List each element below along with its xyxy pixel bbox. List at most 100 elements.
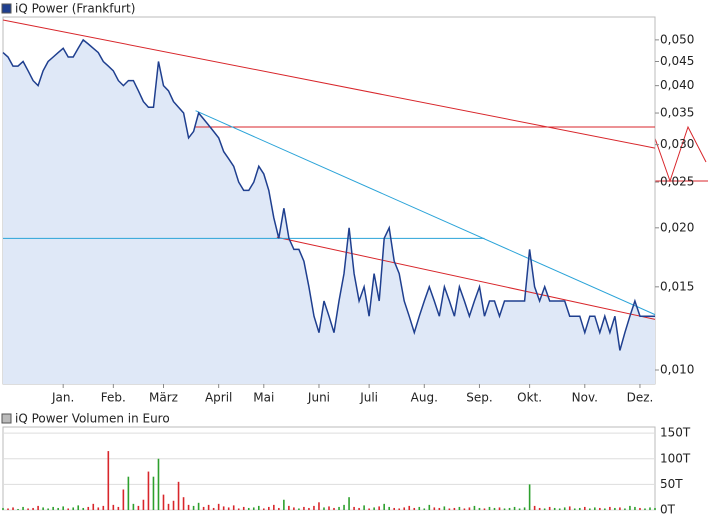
- volume-bar: [463, 508, 466, 510]
- volume-bar: [654, 507, 656, 510]
- volume-bar: [363, 505, 365, 510]
- volume-bar: [42, 507, 44, 510]
- volume-bar: [293, 507, 295, 510]
- volume-bar: [288, 505, 290, 510]
- volume-bar: [599, 507, 601, 510]
- volume-bar: [488, 506, 491, 510]
- volume-bar: [348, 497, 350, 510]
- volume-bar: [373, 507, 375, 510]
- volume-bar: [393, 507, 395, 510]
- volume-bar: [528, 484, 531, 510]
- volume-bar: [227, 507, 230, 510]
- legend-label: iQ Power (Frankfurt): [15, 2, 135, 16]
- volume-bar: [67, 508, 69, 510]
- volume-bar: [624, 508, 626, 510]
- volume-bar: [308, 507, 310, 510]
- x-tick-label: Dez.: [627, 391, 654, 405]
- price-line: [2, 38, 655, 351]
- volume-bar: [157, 458, 160, 510]
- volume-bar: [533, 505, 536, 510]
- volume-bar: [458, 506, 461, 510]
- volume-bar: [498, 507, 501, 510]
- volume-bar: [27, 508, 29, 510]
- volume-bar: [107, 451, 110, 510]
- volume-bar: [82, 507, 85, 510]
- y-tick-label: 0,025: [660, 175, 694, 189]
- volume-bar: [252, 507, 255, 510]
- volume-bar: [328, 506, 330, 510]
- y-tick-label: 0,045: [660, 54, 694, 68]
- x-tick-label: April: [205, 391, 232, 405]
- volume-bar: [433, 507, 436, 510]
- volume-bar: [17, 508, 19, 510]
- volume-bar: [563, 507, 566, 510]
- volume-bar: [278, 507, 280, 510]
- x-tick-label: Nov.: [572, 391, 598, 405]
- volume-bar: [142, 499, 145, 510]
- volume-bar: [152, 476, 155, 510]
- volume-bar: [52, 506, 54, 510]
- volume-bar: [518, 508, 521, 510]
- volume-bar: [453, 507, 456, 510]
- volume-bar: [413, 507, 416, 510]
- volume-bar: [298, 508, 300, 510]
- y-tick-label: 0,040: [660, 78, 694, 92]
- volume-bar: [257, 505, 260, 510]
- volume-bar: [263, 508, 265, 510]
- volume-bar: [172, 500, 175, 510]
- volume-bar: [2, 507, 4, 510]
- volume-bar: [187, 504, 190, 510]
- trend-line: [276, 236, 656, 320]
- volume-bar: [7, 508, 9, 510]
- volume-bar: [343, 504, 345, 510]
- trend-line: [195, 110, 656, 316]
- volume-bar: [127, 476, 130, 510]
- volume-bar: [112, 504, 115, 510]
- volume-bar: [614, 507, 616, 510]
- volume-bar: [283, 499, 285, 510]
- volume-bar: [57, 507, 59, 510]
- volume-bar: [573, 508, 576, 510]
- volume-bar: [318, 502, 320, 510]
- legend-swatch: [1, 413, 12, 424]
- x-tick-label: Feb.: [101, 391, 126, 405]
- volume-bar: [513, 506, 516, 510]
- volume-bar: [368, 508, 370, 510]
- y-tick-label: 0,010: [660, 362, 694, 376]
- volume-bar: [418, 506, 421, 510]
- x-tick-label: Juli: [359, 391, 378, 405]
- volume-bar: [634, 506, 636, 510]
- volume-bar: [212, 507, 215, 510]
- y-tick-label: 50T: [660, 477, 683, 491]
- volume-bar: [353, 506, 355, 510]
- volume-bar: [268, 506, 270, 510]
- volume-bar: [97, 507, 100, 510]
- volume-bar: [644, 508, 646, 510]
- x-tick-label: Sep.: [466, 391, 492, 405]
- volume-bar: [273, 504, 275, 510]
- volume-bar: [12, 507, 14, 510]
- volume-bar: [408, 505, 411, 510]
- volume-bar: [583, 506, 586, 510]
- volume-bar: [323, 507, 325, 510]
- volume-bar: [378, 506, 380, 510]
- volume-bar: [594, 507, 596, 510]
- volume-bar: [503, 508, 506, 510]
- volume-bar: [558, 508, 561, 510]
- volume-bar: [237, 508, 240, 510]
- volume-bar: [242, 506, 245, 510]
- volume-bar: [197, 502, 200, 510]
- volume-bar: [609, 506, 611, 510]
- volume-bar: [137, 505, 140, 510]
- volume-bar: [473, 505, 476, 510]
- volume-bar: [448, 508, 451, 510]
- volume-bar: [122, 489, 125, 510]
- volume-bar: [639, 507, 641, 510]
- volume-bar: [192, 505, 195, 510]
- volume-bar: [508, 507, 511, 510]
- volume-bar: [438, 507, 441, 510]
- volume-bar: [543, 508, 546, 510]
- volume-bar: [403, 507, 406, 510]
- y-tick-label: 0,035: [660, 106, 694, 120]
